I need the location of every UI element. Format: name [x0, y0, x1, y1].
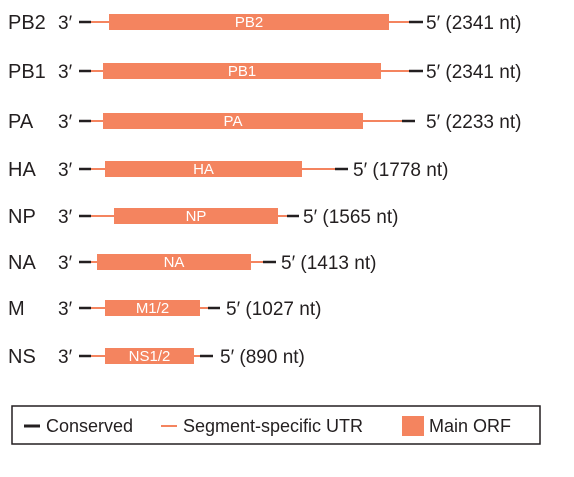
- five-prime-label: 5′ (1413 nt): [281, 253, 376, 274]
- legend: Conserved Segment-specific UTR Main ORF: [11, 405, 541, 445]
- legend-orf-swatch: [402, 416, 424, 436]
- orf-box: [103, 113, 363, 129]
- orf-label: PB2: [235, 14, 263, 31]
- five-prime-label: 5′ (1565 nt): [303, 207, 398, 228]
- three-prime-label: 3′: [58, 13, 73, 34]
- orf-label: NP: [186, 208, 207, 225]
- orf-label: PB1: [228, 63, 256, 80]
- five-prime-label: 5′ (2233 nt): [426, 112, 521, 133]
- segment-name: PB1: [8, 61, 46, 83]
- three-prime-label: 3′: [58, 299, 73, 320]
- legend-box: [11, 405, 541, 445]
- segment-name: PB2: [8, 12, 46, 34]
- orf-box: [105, 161, 302, 177]
- legend-utr-label: Segment-specific UTR: [183, 416, 363, 436]
- legend-orf-label: Main ORF: [429, 416, 511, 436]
- orf-label: NS1/2: [129, 348, 171, 365]
- segment-row-na: NA 3′ NA 5′ (1413 nt): [8, 252, 376, 274]
- segment-row-m: M 3′ M1/2 5′ (1027 nt): [8, 298, 321, 320]
- orf-label: HA: [193, 161, 214, 178]
- segment-row-ha: HA 3′ HA 5′ (1778 nt): [8, 159, 448, 181]
- legend-conserved-label: Conserved: [46, 416, 133, 436]
- segment-name: NA: [8, 252, 36, 274]
- three-prime-label: 3′: [58, 347, 73, 368]
- segment-name: NP: [8, 206, 36, 228]
- segment-row-pa: PA 3′ PA 5′ (2233 nt): [8, 111, 521, 133]
- segment-row-pb1: PB1 3′ PB1 5′ (2341 nt): [8, 61, 521, 83]
- three-prime-label: 3′: [58, 160, 73, 181]
- segments-layer: PB2 3′ PB2 5′ (2341 nt) PB1 3′ PB1 5′ (2341 nt)…: [8, 12, 521, 368]
- five-prime-label: 5′ (1027 nt): [226, 299, 321, 320]
- five-prime-label: 5′ (2341 nt): [426, 62, 521, 83]
- five-prime-label: 5′ (2341 nt): [426, 13, 521, 34]
- three-prime-label: 3′: [58, 207, 73, 228]
- segment-row-ns: NS 3′ NS1/2 5′ (890 nt): [8, 346, 305, 368]
- orf-box: [109, 14, 389, 30]
- orf-label: PA: [224, 113, 243, 130]
- three-prime-label: 3′: [58, 253, 73, 274]
- segment-name: PA: [8, 111, 34, 133]
- segment-row-pb2: PB2 3′ PB2 5′ (2341 nt): [8, 12, 521, 34]
- segment-name: HA: [8, 159, 36, 181]
- segment-name: NS: [8, 346, 36, 368]
- segment-row-np: NP 3′ NP 5′ (1565 nt): [8, 206, 398, 228]
- orf-box: [114, 208, 278, 224]
- orf-label: M1/2: [136, 300, 169, 317]
- segment-name: M: [8, 298, 25, 320]
- five-prime-label: 5′ (890 nt): [220, 347, 305, 368]
- five-prime-label: 5′ (1778 nt): [353, 160, 448, 181]
- orf-box: [97, 254, 251, 270]
- three-prime-label: 3′: [58, 62, 73, 83]
- orf-box: [105, 300, 200, 316]
- orf-label: NA: [164, 254, 185, 271]
- orf-box: [105, 348, 194, 364]
- orf-box: [103, 63, 381, 79]
- three-prime-label: 3′: [58, 112, 73, 133]
